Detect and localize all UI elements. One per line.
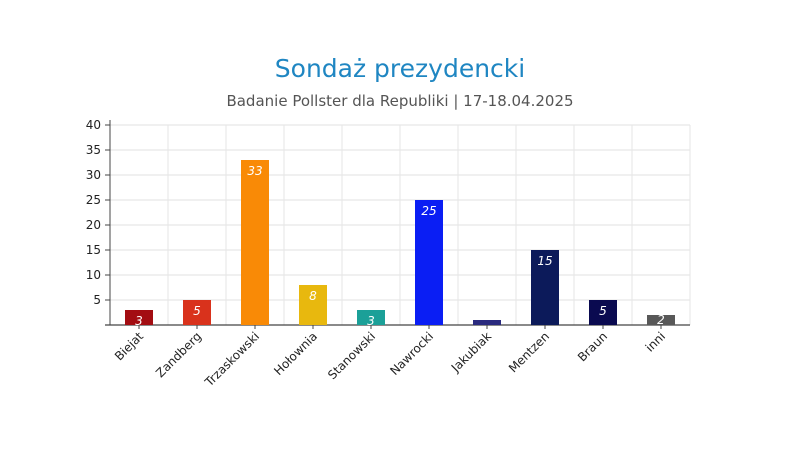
x-tick-label: Nawrocki	[387, 329, 436, 378]
chart-subtitle: Badanie Pollster dla Republiki | 17-18.0…	[226, 92, 574, 110]
data-label: 8	[309, 289, 317, 303]
y-tick-label: 15	[86, 243, 101, 257]
data-label: 33	[247, 164, 262, 178]
data-label: 5	[599, 304, 607, 318]
bar-trzaskowski	[241, 160, 269, 325]
y-tick-label: 30	[86, 168, 101, 182]
data-label: 15	[537, 254, 552, 268]
y-tick-label: 5	[93, 293, 101, 307]
chart-title: Sondaż prezydencki	[274, 54, 526, 83]
x-tick-label: Mentzen	[506, 329, 552, 375]
y-tick-label: 20	[86, 218, 101, 232]
x-tick-label: Trzaskowski	[202, 329, 263, 390]
bar-mentzen	[531, 250, 559, 325]
bar-hołownia	[299, 285, 327, 325]
x-tick-label: inni	[643, 329, 668, 354]
x-tick-label: Stanowski	[325, 329, 378, 382]
y-tick-label: 35	[86, 143, 101, 157]
data-label: 3	[367, 314, 375, 328]
x-tick-label: Braun	[575, 329, 610, 364]
bar-biejat	[125, 310, 153, 325]
bar-nawrocki	[415, 200, 443, 325]
data-label: 25	[421, 204, 436, 218]
y-tick-label: 25	[86, 193, 101, 207]
data-label: 3	[135, 314, 143, 328]
x-tick-label: Hołownia	[271, 329, 320, 378]
y-tick-label: 10	[86, 268, 101, 282]
bar-jakubiak	[473, 320, 501, 325]
data-label: 5	[193, 304, 201, 318]
bar-braun	[589, 300, 617, 325]
bar-stanowski	[357, 310, 385, 325]
y-tick-label: 40	[86, 118, 101, 132]
bar-zandberg	[183, 300, 211, 325]
data-label: 2	[657, 313, 665, 327]
x-tick-label: Biejat	[112, 329, 146, 363]
bar-inni	[647, 315, 675, 325]
x-tick-label: Jakubiak	[448, 329, 494, 375]
x-tick-label: Zandberg	[153, 329, 204, 380]
